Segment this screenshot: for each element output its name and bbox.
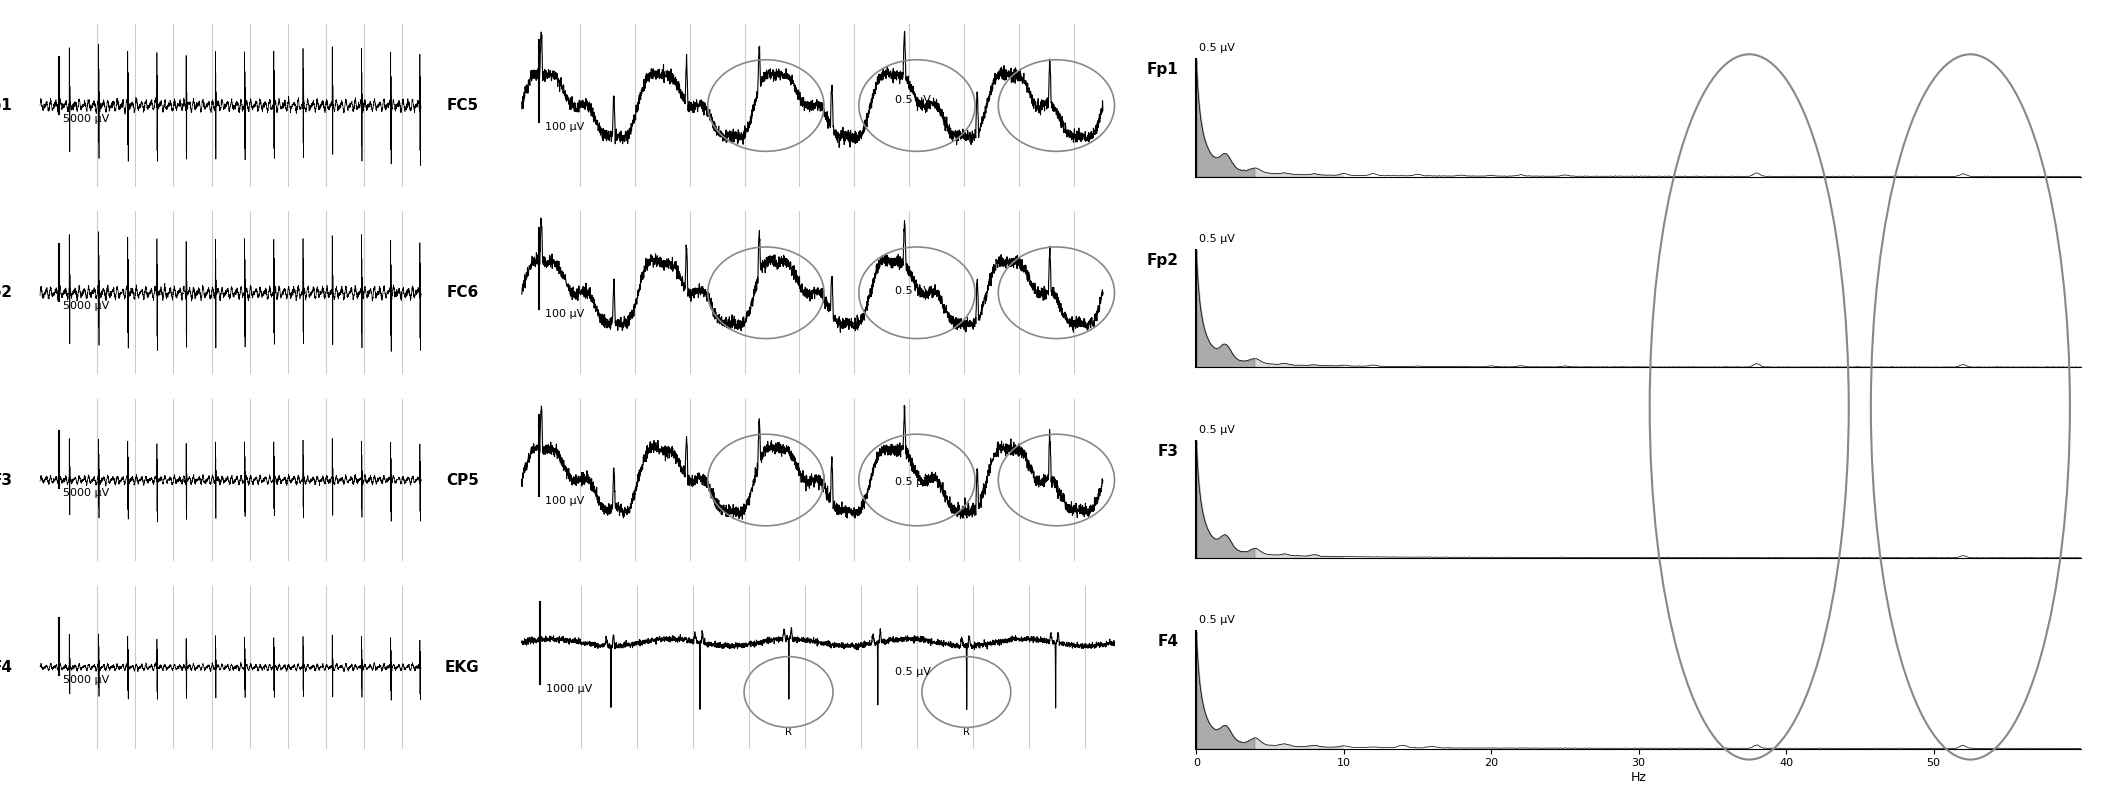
Text: Fp1: Fp1 [0,98,13,113]
Text: 0.5 μV: 0.5 μV [1200,616,1236,625]
Text: 1000 μV: 1000 μV [547,683,593,694]
Text: 100 μV: 100 μV [544,122,584,132]
Text: EKG: EKG [446,660,479,675]
Text: 100 μV: 100 μV [544,497,584,506]
Text: 5000 μV: 5000 μV [63,675,109,685]
Text: F4: F4 [1158,634,1179,650]
Text: 0.5 μV: 0.5 μV [1200,234,1236,244]
Text: 0.5 μV: 0.5 μV [895,667,931,677]
Text: 5000 μV: 5000 μV [63,114,109,124]
Text: 0.5 μV: 0.5 μV [1200,43,1236,53]
Text: Fp2: Fp2 [0,285,13,300]
Text: FC5: FC5 [448,98,479,113]
Text: F4: F4 [0,660,13,675]
Text: 5000 μV: 5000 μV [63,301,109,311]
Text: CP5: CP5 [446,473,479,488]
Text: 0.5 μV: 0.5 μV [1200,425,1236,435]
Text: F3: F3 [1158,444,1179,459]
Text: R: R [963,728,969,737]
Text: Fp2: Fp2 [1146,253,1179,268]
Text: 0.5 μV: 0.5 μV [895,477,931,487]
Text: 0.5 μV: 0.5 μV [895,286,931,296]
Text: R: R [786,728,792,737]
Text: F3: F3 [0,473,13,488]
Text: 100 μV: 100 μV [544,309,584,319]
X-axis label: Hz: Hz [1631,771,1646,784]
Text: 0.5 μV: 0.5 μV [895,96,931,105]
Text: Fp1: Fp1 [1148,63,1179,77]
Text: FC6: FC6 [448,285,479,300]
Text: 5000 μV: 5000 μV [63,488,109,498]
